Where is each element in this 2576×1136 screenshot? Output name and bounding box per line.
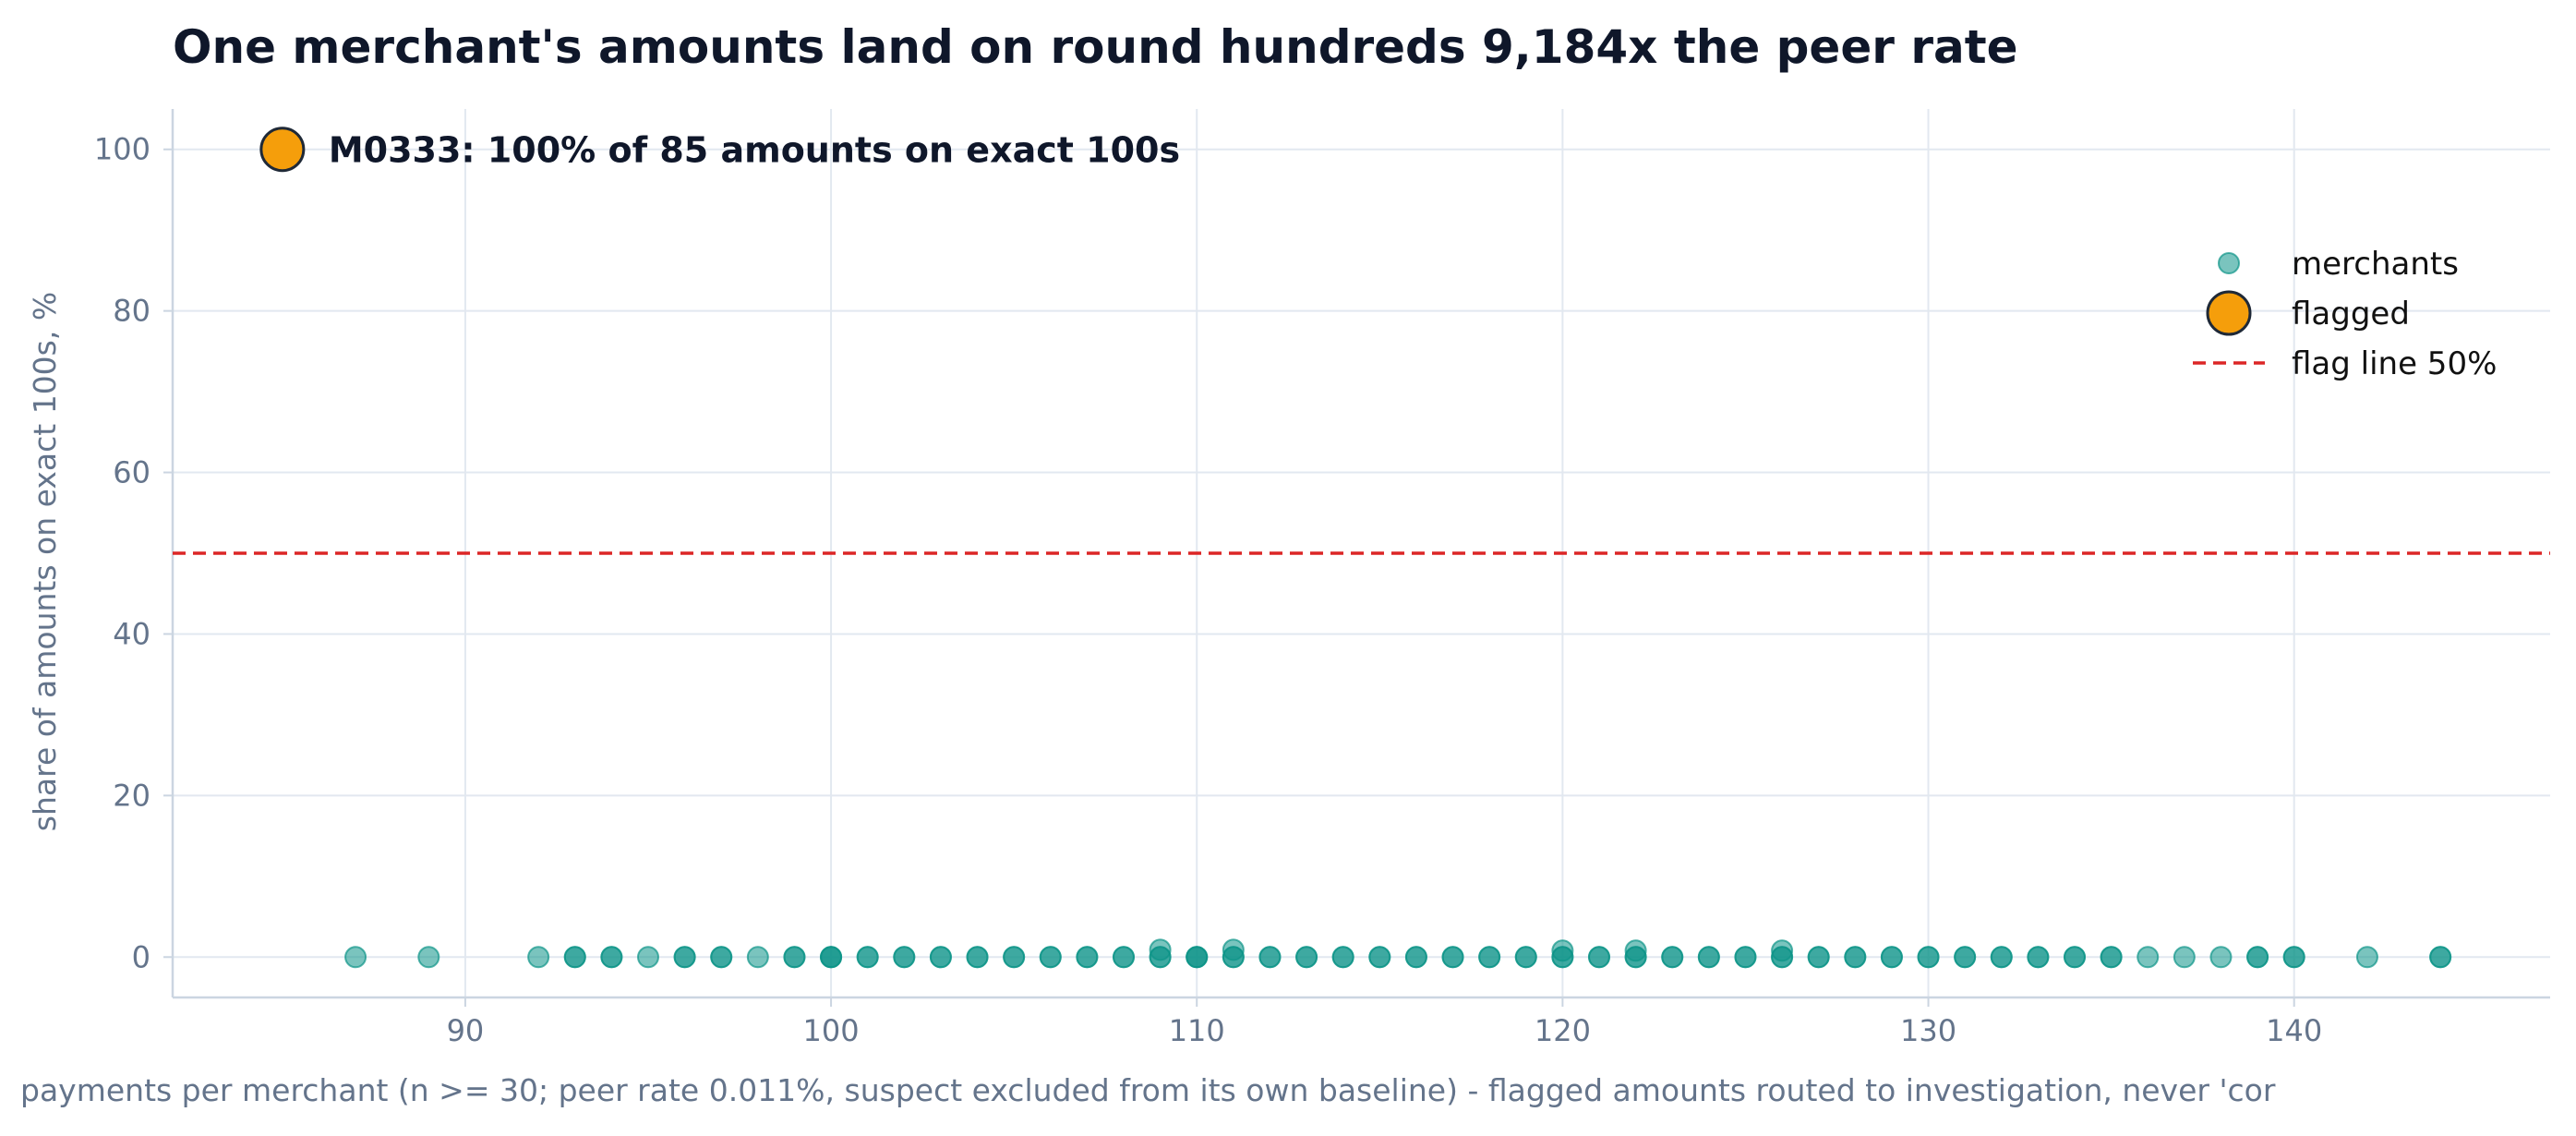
merchant-point xyxy=(1844,946,1867,969)
merchant-point xyxy=(2027,946,2050,969)
merchant-point xyxy=(783,946,806,969)
merchant-point xyxy=(1295,946,1318,969)
x-tick-label: 120 xyxy=(1535,1013,1591,1048)
y-tick-label: 60 xyxy=(113,455,150,490)
merchant-point xyxy=(1807,946,1830,969)
merchant-point xyxy=(1880,946,1903,969)
merchant-point xyxy=(2282,946,2305,969)
merchant-point xyxy=(344,946,367,969)
merchant-point xyxy=(1441,946,1464,969)
merchant-point xyxy=(820,946,843,969)
merchant-point xyxy=(1404,946,1427,969)
y-tick-label: 0 xyxy=(132,939,150,974)
merchant-point xyxy=(1514,946,1537,969)
merchant-point xyxy=(1661,946,1684,969)
merchant-point xyxy=(1954,946,1977,969)
legend-merchants-marker xyxy=(2218,252,2240,274)
tick-labels: 90 100 110 120 130 140 0 20 40 60 80 100 xyxy=(94,132,2322,1048)
merchant-point xyxy=(2209,946,2233,969)
merchant-point xyxy=(673,946,696,969)
x-tick-label: 90 xyxy=(447,1013,485,1048)
merchant-point xyxy=(1039,946,1062,969)
merchant-point xyxy=(856,946,879,969)
y-tick-label: 20 xyxy=(113,778,150,813)
chart-title: One merchant's amounts land on round hun… xyxy=(173,20,2018,74)
merchant-point xyxy=(1368,946,1391,969)
y-tick-label: 80 xyxy=(113,294,150,329)
merchant-point xyxy=(1624,939,1647,962)
x-tick-label: 100 xyxy=(803,1013,860,1048)
merchant-point xyxy=(1734,946,1757,969)
merchant-point xyxy=(2100,946,2123,969)
merchant-point xyxy=(2137,946,2160,969)
merchant-point xyxy=(1771,939,1794,962)
legend-flagged-marker xyxy=(2206,290,2252,336)
merchant-point xyxy=(2064,946,2086,969)
merchant-point xyxy=(929,946,952,969)
x-axis-title: payments per merchant (n >= 30; peer rat… xyxy=(20,1072,2276,1108)
legend-flagged-label: flagged xyxy=(2292,296,2410,332)
y-axis-title: share of amounts on exact 100s, % xyxy=(27,292,63,831)
flagged-point xyxy=(259,127,306,173)
merchant-point xyxy=(966,946,989,969)
legend: merchants flagged flag line 50% xyxy=(2193,246,2497,382)
merchant-point xyxy=(1551,939,1574,962)
merchant-point xyxy=(600,946,623,969)
merchant-point xyxy=(2429,946,2452,969)
merchant-point xyxy=(1003,946,1026,969)
data-points xyxy=(344,938,2452,969)
merchant-point xyxy=(1149,938,1172,961)
axes xyxy=(163,109,2550,1007)
merchant-point xyxy=(893,946,916,969)
merchant-point xyxy=(417,946,440,969)
merchant-point xyxy=(1990,946,2013,969)
merchant-point xyxy=(746,946,769,969)
merchant-point xyxy=(2173,946,2196,969)
merchant-point xyxy=(1222,938,1245,961)
x-tick-label: 140 xyxy=(2266,1013,2322,1048)
merchant-point xyxy=(1697,946,1720,969)
legend-threshold-label: flag line 50% xyxy=(2292,345,2497,382)
merchant-point xyxy=(1331,946,1354,969)
merchant-point xyxy=(2355,946,2378,969)
merchant-point xyxy=(1076,946,1099,969)
merchant-point xyxy=(2246,946,2269,969)
y-tick-label: 100 xyxy=(94,132,150,167)
merchant-point xyxy=(637,946,659,969)
merchant-point xyxy=(1186,946,1209,969)
merchant-point xyxy=(1113,946,1135,969)
merchant-point xyxy=(1917,946,1940,969)
merchant-point xyxy=(527,946,550,969)
merchant-point xyxy=(1478,946,1501,969)
merchant-point xyxy=(1258,946,1282,969)
y-tick-label: 40 xyxy=(113,616,150,651)
merchant-point xyxy=(1588,946,1610,969)
x-tick-label: 130 xyxy=(1900,1013,1956,1048)
legend-merchants-label: merchants xyxy=(2292,246,2459,283)
merchant-point xyxy=(563,946,586,969)
flagged-annotation: M0333: 100% of 85 amounts on exact 100s xyxy=(329,130,1180,171)
merchant-point xyxy=(710,946,733,969)
x-tick-label: 110 xyxy=(1169,1013,1225,1048)
flagged-points xyxy=(259,127,306,173)
